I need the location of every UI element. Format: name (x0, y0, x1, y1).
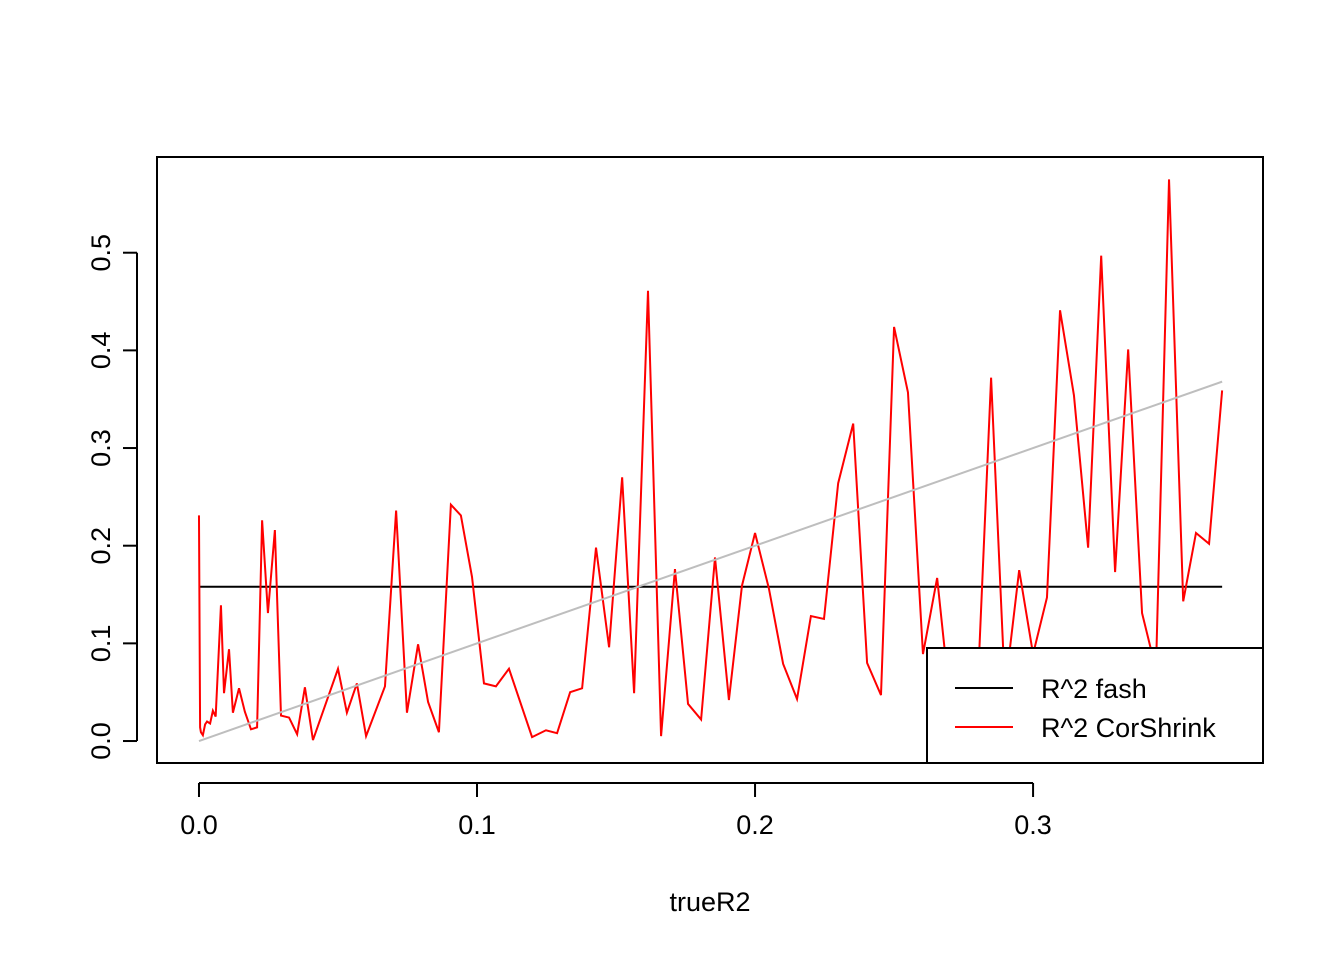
legend-box (926, 647, 1264, 764)
legend-label: R^2 fash (1041, 674, 1147, 704)
x-tick-label: 0.1 (458, 810, 496, 840)
x-tick-label: 0.0 (180, 810, 218, 840)
plot-frame (156, 156, 1264, 764)
y-tick-label: 0.2 (86, 527, 116, 565)
data-line (198, 380, 1223, 742)
x-tick-label: 0.3 (1014, 810, 1052, 840)
y-tick-label: 0.1 (86, 625, 116, 663)
legend-label: R^2 CorShrink (1041, 713, 1216, 743)
data-line (197, 179, 1224, 741)
y-tick-label: 0.3 (86, 429, 116, 467)
x-axis-label: trueR2 (669, 887, 750, 917)
y-tick-label: 0.5 (86, 234, 116, 272)
y-tick-label: 0.0 (86, 722, 116, 760)
x-tick-label: 0.2 (736, 810, 774, 840)
y-tick-label: 0.4 (86, 332, 116, 370)
